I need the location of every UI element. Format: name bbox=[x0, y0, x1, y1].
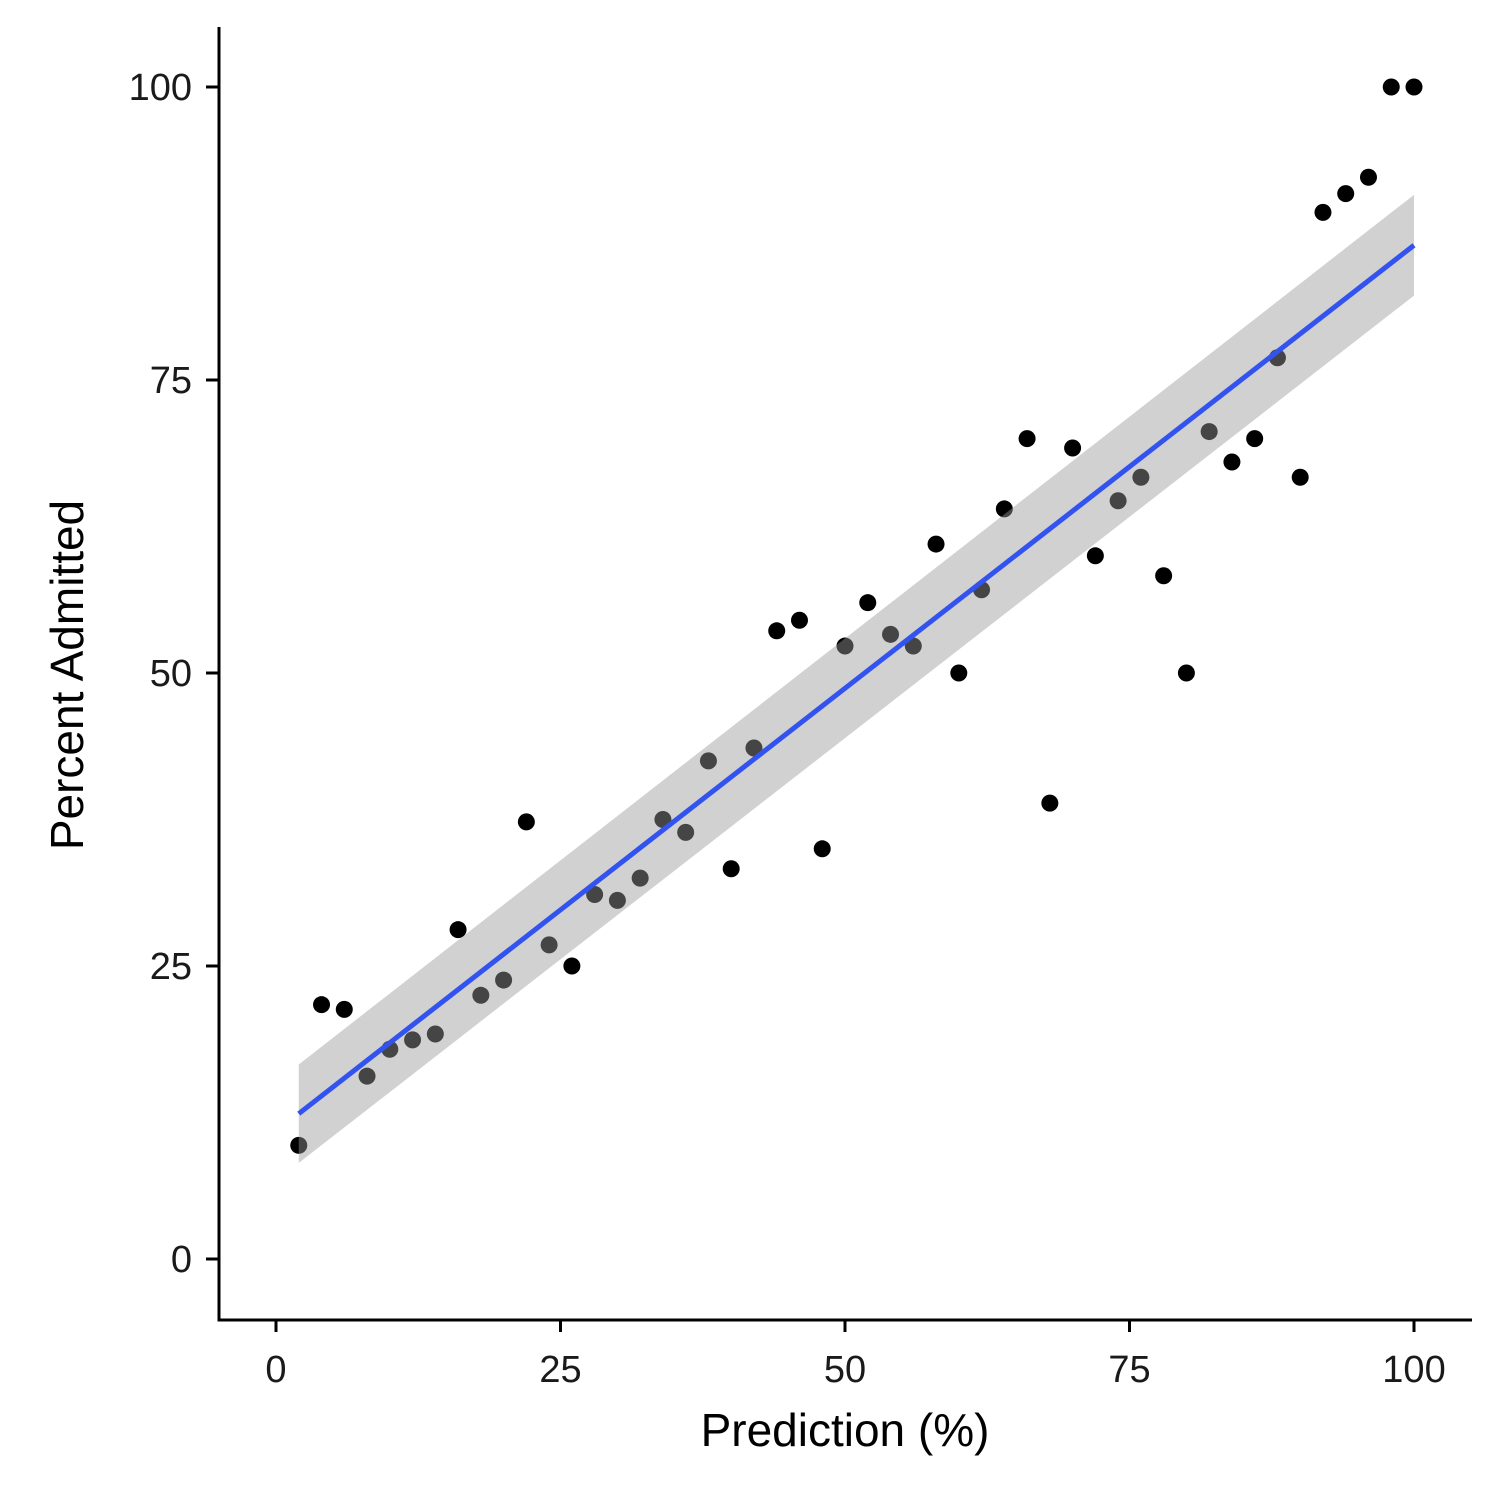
x-tick-label: 75 bbox=[1108, 1349, 1150, 1391]
data-point bbox=[677, 823, 695, 841]
data-point bbox=[1109, 492, 1127, 510]
data-point bbox=[540, 936, 558, 954]
data-point bbox=[745, 739, 763, 757]
data-point bbox=[1064, 439, 1082, 457]
y-tick-label: 50 bbox=[150, 653, 192, 695]
data-point bbox=[1132, 468, 1150, 486]
data-point bbox=[1246, 430, 1264, 448]
data-point bbox=[904, 637, 922, 655]
y-tick-label: 100 bbox=[129, 67, 192, 109]
data-point bbox=[836, 637, 854, 655]
data-point bbox=[495, 971, 513, 989]
x-axis-title: Prediction (%) bbox=[701, 1404, 990, 1456]
y-axis-title: Percent Admitted bbox=[41, 500, 93, 850]
data-point bbox=[1314, 203, 1332, 221]
data-point bbox=[1405, 78, 1423, 96]
data-point bbox=[950, 664, 968, 682]
y-tick-label: 0 bbox=[171, 1239, 192, 1281]
x-tick-label: 0 bbox=[265, 1349, 286, 1391]
data-point bbox=[699, 752, 717, 770]
data-point bbox=[790, 611, 808, 629]
data-point bbox=[1086, 547, 1104, 565]
data-point bbox=[1155, 567, 1173, 585]
data-point bbox=[927, 535, 945, 553]
y-tick-label: 75 bbox=[150, 360, 192, 402]
data-point bbox=[472, 986, 490, 1004]
data-point bbox=[335, 1000, 353, 1018]
data-point bbox=[1359, 168, 1377, 186]
x-tick-label: 100 bbox=[1382, 1349, 1445, 1391]
data-point bbox=[768, 622, 786, 640]
data-point bbox=[995, 500, 1013, 518]
data-point bbox=[586, 886, 604, 904]
data-point bbox=[722, 860, 740, 878]
data-point bbox=[563, 957, 581, 975]
data-point bbox=[404, 1031, 422, 1049]
data-point bbox=[859, 594, 877, 612]
regression-line bbox=[297, 243, 1416, 1116]
data-point bbox=[1200, 423, 1218, 441]
plot-area bbox=[290, 78, 1423, 1163]
data-point bbox=[882, 625, 900, 643]
data-point bbox=[813, 840, 831, 858]
data-point bbox=[1177, 664, 1195, 682]
data-point bbox=[1337, 185, 1355, 203]
data-point bbox=[449, 921, 467, 939]
data-point bbox=[290, 1136, 308, 1154]
data-point bbox=[1018, 430, 1036, 448]
data-point bbox=[426, 1025, 444, 1043]
data-point bbox=[1223, 453, 1241, 471]
ticks: 0 25 50 75 100 0 25 50 75 100 bbox=[129, 67, 1446, 1391]
data-point bbox=[358, 1067, 376, 1085]
x-tick-label: 50 bbox=[824, 1349, 866, 1391]
data-point bbox=[1291, 468, 1309, 486]
data-point bbox=[517, 813, 535, 831]
data-point bbox=[608, 891, 626, 909]
x-tick-label: 25 bbox=[539, 1349, 581, 1391]
data-point bbox=[1041, 794, 1059, 812]
y-tick-label: 25 bbox=[150, 946, 192, 988]
data-point bbox=[1382, 78, 1400, 96]
data-point bbox=[313, 996, 331, 1014]
data-point bbox=[631, 869, 649, 887]
